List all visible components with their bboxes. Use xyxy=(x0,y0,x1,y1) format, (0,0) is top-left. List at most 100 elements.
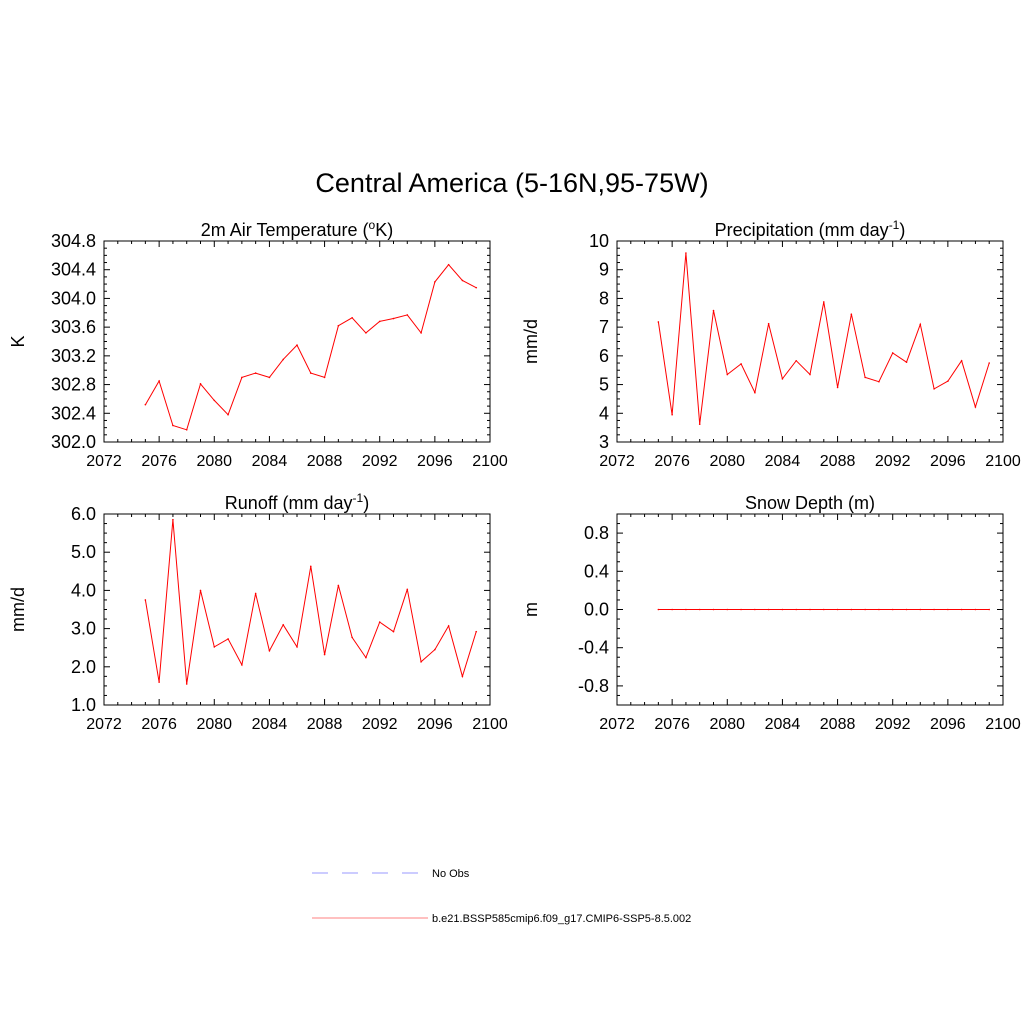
data-point xyxy=(726,373,729,376)
data-point xyxy=(323,653,326,656)
data-point xyxy=(712,608,715,611)
data-point xyxy=(434,281,436,283)
data-point xyxy=(378,320,381,323)
panel-title: Precipitation (mm day-1) xyxy=(715,218,906,240)
data-point xyxy=(933,388,935,390)
y-tick-label: 303.2 xyxy=(51,346,96,366)
y-tick-label: -0.8 xyxy=(578,676,609,696)
y-tick-label: 3 xyxy=(599,432,609,452)
y-tick-label: 2.0 xyxy=(71,657,96,677)
data-point xyxy=(461,675,464,678)
data-point xyxy=(878,608,880,611)
data-point xyxy=(836,386,839,389)
data-point xyxy=(809,373,811,376)
data-point xyxy=(268,649,271,652)
data-point xyxy=(475,630,478,633)
plot-frame xyxy=(103,513,491,706)
x-tick-label: 2080 xyxy=(709,716,745,733)
panel-title: Runoff (mm day-1) xyxy=(225,491,369,513)
x-tick-label: 2084 xyxy=(252,453,288,470)
y-tick-label: 1.0 xyxy=(71,695,96,715)
y-tick-label: 3.0 xyxy=(71,619,96,639)
y-tick-label: 302.8 xyxy=(51,375,96,395)
data-point xyxy=(282,358,285,361)
data-point xyxy=(392,317,395,320)
y-tick-label: 302.0 xyxy=(51,432,96,452)
y-tick-label: 10 xyxy=(589,231,609,251)
data-point xyxy=(254,372,257,374)
data-point xyxy=(241,376,243,379)
x-tick-label: 2088 xyxy=(820,716,856,733)
x-tick-label: 2092 xyxy=(875,716,911,733)
data-point xyxy=(351,317,353,319)
plot-frame xyxy=(103,240,491,443)
data-point xyxy=(351,636,353,639)
data-point xyxy=(461,279,464,282)
data-point xyxy=(296,646,298,648)
data-point xyxy=(309,372,312,374)
data-point xyxy=(891,608,894,611)
data-point xyxy=(947,380,949,382)
data-point xyxy=(685,608,687,611)
x-tick-label: 2096 xyxy=(930,453,966,470)
x-tick-label: 2076 xyxy=(141,453,177,470)
data-point xyxy=(781,608,784,611)
data-point xyxy=(227,638,229,640)
data-point xyxy=(213,399,216,402)
data-point xyxy=(392,630,395,633)
chart-panel-4: Snow Depth (m) m 2072 2076 2080 2084 2088 2092 2… xyxy=(521,493,1021,733)
data-point xyxy=(767,322,770,325)
data-point xyxy=(420,332,422,334)
data-point xyxy=(447,263,450,266)
x-tick-label: 2092 xyxy=(362,453,398,470)
data-point xyxy=(144,599,147,601)
y-tick-label: 303.6 xyxy=(51,317,96,337)
y-axis-label: mm/d xyxy=(521,319,541,364)
series-line xyxy=(144,519,477,685)
data-point xyxy=(447,625,450,627)
data-point xyxy=(726,608,729,611)
data-point xyxy=(158,681,160,683)
data-point xyxy=(227,413,229,416)
x-tick-label: 2096 xyxy=(417,453,453,470)
data-point xyxy=(420,661,422,663)
data-point xyxy=(795,359,798,362)
y-tick-label: 304.4 xyxy=(51,260,96,280)
y-tick-label: 304.8 xyxy=(51,231,96,251)
y-tick-label: 5 xyxy=(599,375,609,395)
series-line xyxy=(657,253,990,425)
data-point xyxy=(960,608,963,611)
y-tick-label: 0.0 xyxy=(584,600,609,620)
data-point xyxy=(268,376,271,379)
y-tick-label: 0.4 xyxy=(584,561,609,581)
data-point xyxy=(475,286,478,289)
x-tick-label: 2080 xyxy=(196,453,232,470)
data-point xyxy=(698,608,701,611)
data-point xyxy=(671,608,673,611)
y-tick-label: 304.0 xyxy=(51,288,96,308)
x-tick-label: 2072 xyxy=(599,716,635,733)
data-point xyxy=(254,592,257,595)
data-point xyxy=(337,324,340,327)
chart-panel-2: Precipitation (mm day-1) mm/d 2072 2076 2080… xyxy=(521,218,1021,470)
x-tick-label: 2084 xyxy=(765,453,801,470)
data-point xyxy=(172,424,174,427)
data-point xyxy=(185,683,188,685)
y-axis-label: m xyxy=(521,602,541,617)
data-point xyxy=(974,406,977,408)
x-tick-label: 2084 xyxy=(765,716,801,733)
data-point xyxy=(282,623,285,626)
data-point xyxy=(933,608,935,611)
data-point xyxy=(878,380,880,383)
data-point xyxy=(199,589,202,592)
data-point xyxy=(712,309,715,312)
data-point xyxy=(960,359,963,362)
y-tick-label: 6.0 xyxy=(71,504,96,524)
panel-title: Snow Depth (m) xyxy=(745,493,875,513)
data-point xyxy=(988,608,991,611)
data-point xyxy=(434,648,436,651)
y-tick-label: 4 xyxy=(599,403,609,423)
x-tick-label: 2080 xyxy=(709,453,745,470)
data-point xyxy=(406,588,409,591)
